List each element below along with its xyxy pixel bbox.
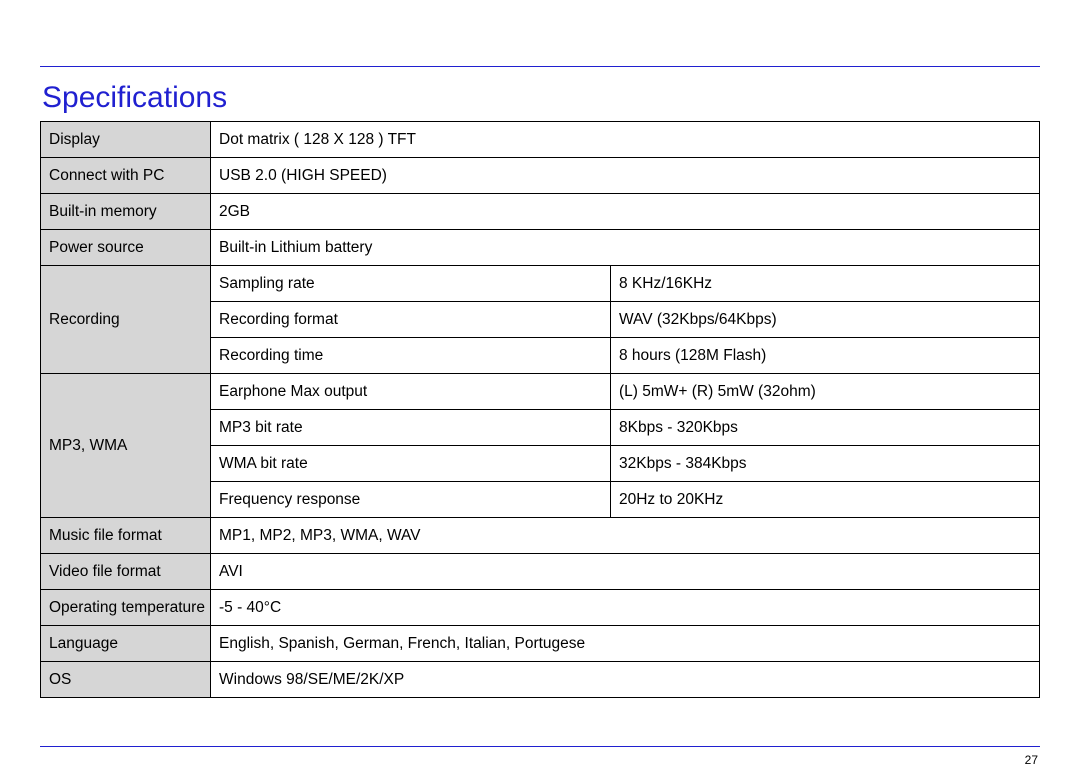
spec-value: English, Spanish, German, French, Italia… — [211, 626, 1040, 662]
spec-subkey: Recording format — [211, 302, 611, 338]
spec-subkey: Sampling rate — [211, 266, 611, 302]
spec-subkey: WMA bit rate — [211, 446, 611, 482]
table-row: OS Windows 98/SE/ME/2K/XP — [41, 662, 1040, 698]
table-row: Music file format MP1, MP2, MP3, WMA, WA… — [41, 518, 1040, 554]
spec-label: Display — [41, 122, 211, 158]
spec-subkey: Earphone Max output — [211, 374, 611, 410]
page-title: Specifications — [40, 81, 1040, 115]
spec-label: Music file format — [41, 518, 211, 554]
bottom-rule — [40, 746, 1040, 747]
spec-subvalue: 20Hz to 20KHz — [611, 482, 1040, 518]
table-row: Video file format AVI — [41, 554, 1040, 590]
spec-value: Built-in Lithium battery — [211, 230, 1040, 266]
spec-value: AVI — [211, 554, 1040, 590]
spec-label: Built-in memory — [41, 194, 211, 230]
table-row: Power source Built-in Lithium battery — [41, 230, 1040, 266]
table-row: MP3, WMA Earphone Max output (L) 5mW+ (R… — [41, 374, 1040, 410]
top-rule — [40, 66, 1040, 67]
spec-subkey: Recording time — [211, 338, 611, 374]
spec-subkey: MP3 bit rate — [211, 410, 611, 446]
spec-subvalue: 8 hours (128M Flash) — [611, 338, 1040, 374]
table-row: Operating temperature -5 - 40°C — [41, 590, 1040, 626]
spec-label: Connect with PC — [41, 158, 211, 194]
spec-label: Video file format — [41, 554, 211, 590]
spec-subvalue: 8Kbps - 320Kbps — [611, 410, 1040, 446]
spec-subvalue: (L) 5mW+ (R) 5mW (32ohm) — [611, 374, 1040, 410]
spec-value: MP1, MP2, MP3, WMA, WAV — [211, 518, 1040, 554]
table-row: Display Dot matrix ( 128 X 128 ) TFT — [41, 122, 1040, 158]
spec-subvalue: 8 KHz/16KHz — [611, 266, 1040, 302]
table-row: Connect with PC USB 2.0 (HIGH SPEED) — [41, 158, 1040, 194]
spec-value: Windows 98/SE/ME/2K/XP — [211, 662, 1040, 698]
spec-label: Recording — [41, 266, 211, 374]
spec-label: MP3, WMA — [41, 374, 211, 518]
spec-label: Operating temperature — [41, 590, 211, 626]
spec-label: OS — [41, 662, 211, 698]
table-row: Language English, Spanish, German, Frenc… — [41, 626, 1040, 662]
spec-subvalue: 32Kbps - 384Kbps — [611, 446, 1040, 482]
spec-table: Display Dot matrix ( 128 X 128 ) TFT Con… — [40, 121, 1040, 698]
spec-value: 2GB — [211, 194, 1040, 230]
spec-label: Power source — [41, 230, 211, 266]
table-row: Recording Sampling rate 8 KHz/16KHz — [41, 266, 1040, 302]
table-row: Built-in memory 2GB — [41, 194, 1040, 230]
spec-value: USB 2.0 (HIGH SPEED) — [211, 158, 1040, 194]
spec-value: -5 - 40°C — [211, 590, 1040, 626]
spec-subkey: Frequency response — [211, 482, 611, 518]
spec-value: Dot matrix ( 128 X 128 ) TFT — [211, 122, 1040, 158]
page-number: 27 — [1025, 753, 1038, 767]
spec-subvalue: WAV (32Kbps/64Kbps) — [611, 302, 1040, 338]
spec-label: Language — [41, 626, 211, 662]
